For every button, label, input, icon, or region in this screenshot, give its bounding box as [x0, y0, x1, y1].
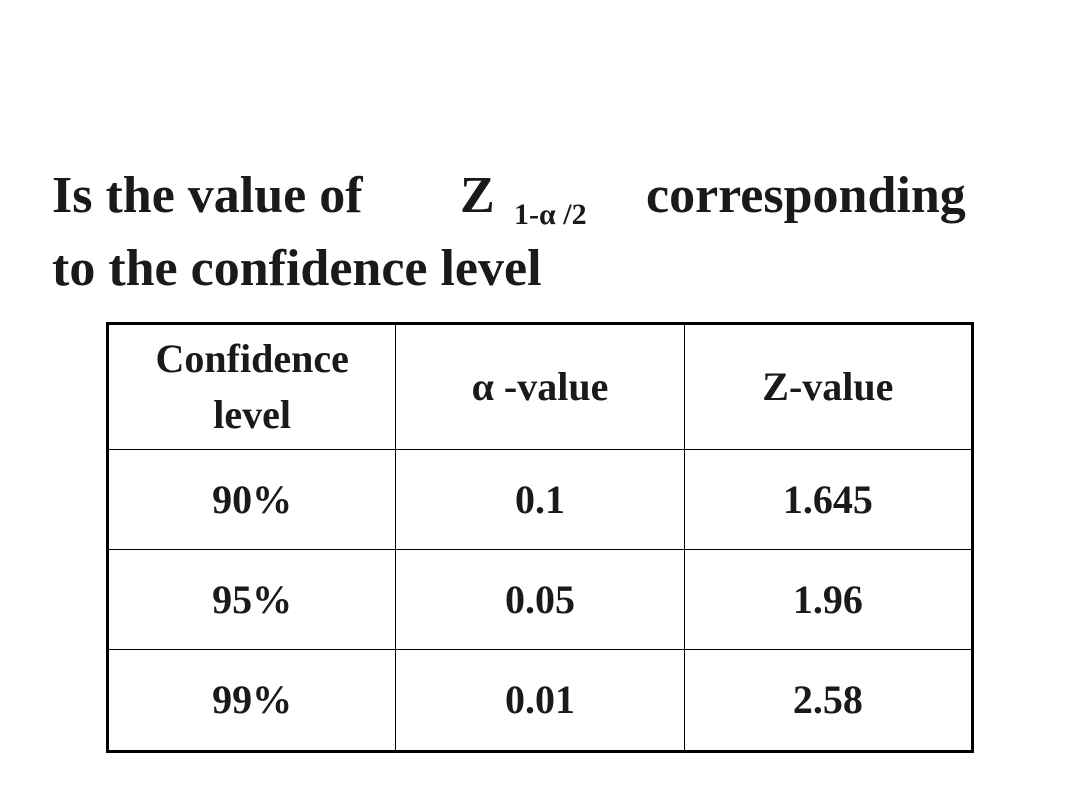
title-line2: to the confidence level — [52, 240, 542, 297]
cell: 90% — [106, 448, 397, 551]
header-row: Confidence level α -value Z-value — [106, 323, 974, 450]
title-subscript: 1-α /2 — [514, 198, 587, 231]
cell: 95% — [106, 549, 397, 651]
cell: 99% — [106, 649, 397, 752]
cell: 1.96 — [683, 549, 974, 651]
header-cell: Confidence level — [106, 323, 397, 450]
title-tail: corresponding — [646, 167, 966, 224]
header-cell: Z-value — [683, 323, 974, 450]
cell: 0.05 — [395, 549, 685, 651]
cell: 0.01 — [395, 649, 685, 752]
header-cell: α -value — [395, 323, 685, 450]
cell: 1.645 — [683, 448, 974, 551]
row: 95% 0.05 1.96 — [106, 549, 974, 651]
cell: 0.1 — [395, 448, 685, 551]
title-symbol: Z — [460, 167, 495, 224]
cell: 2.58 — [683, 649, 974, 752]
row: 99% 0.01 2.58 — [106, 649, 974, 752]
title-lead: Is the value of — [52, 167, 363, 224]
row: 90% 0.1 1.645 — [106, 448, 974, 551]
z-table: Confidence level α -value Z-value 90% 0.… — [106, 322, 974, 753]
